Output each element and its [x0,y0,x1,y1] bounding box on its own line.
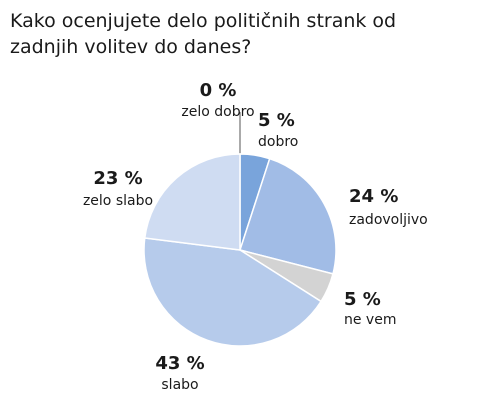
category-label-zadovoljivo: zadovoljivo [349,212,428,228]
value-label-zelo-dobro: 0 % [200,80,237,101]
category-label-zelo-slabo: zelo slabo [83,193,153,209]
pie-slice-zelo-slabo [143,153,241,251]
pie-slice-slabo [143,237,323,347]
pie-slice-zadovoljivo [239,157,337,275]
category-label-ne-vem: ne vem [344,312,396,328]
category-label-dobro: dobro [258,134,298,150]
value-label-slabo: 43 % [155,353,204,374]
chart-title: Kako ocenjujete delo političnih strank o… [10,10,397,58]
value-label-zadovoljivo: 24 % [349,186,398,207]
category-label-zelo-dobro: zelo dobro [181,104,254,120]
value-label-zelo-slabo: 23 % [93,168,142,189]
value-label-dobro: 5 % [258,110,295,131]
category-label-slabo: slabo [161,377,198,393]
value-label-ne-vem: 5 % [344,289,381,310]
